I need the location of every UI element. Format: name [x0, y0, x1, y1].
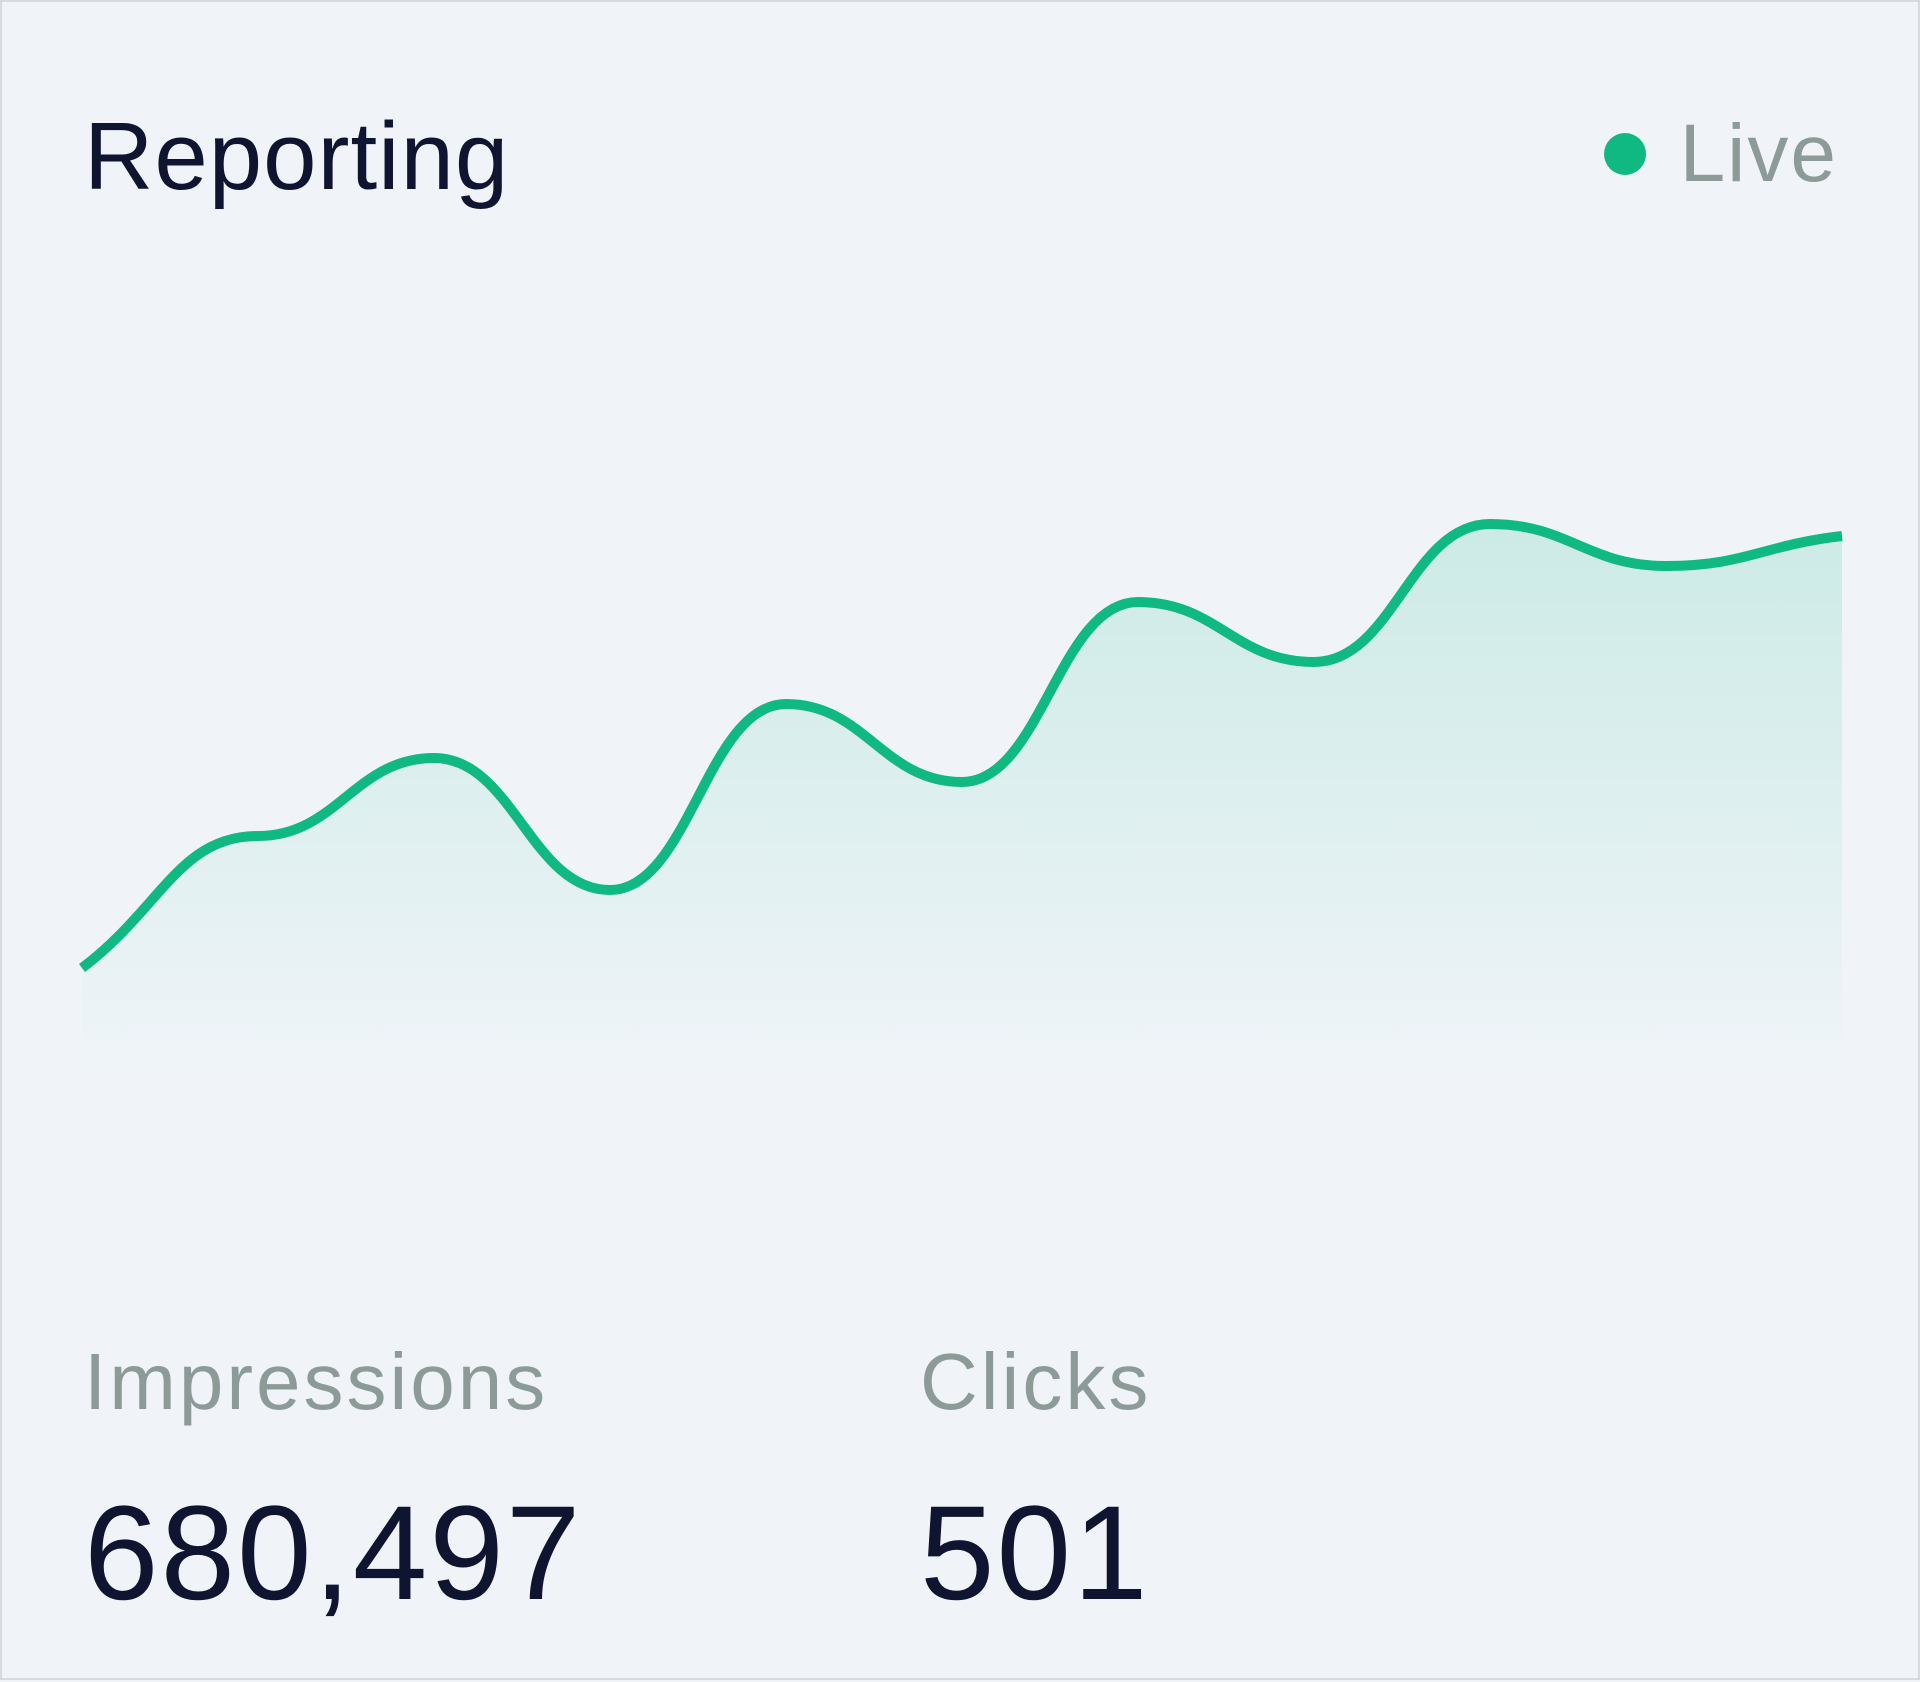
chart-point-8 — [1484, 518, 1496, 530]
chart-point-4 — [780, 698, 792, 710]
card-title: Reporting — [84, 103, 510, 210]
metric-impressions: Impressions 680,497 — [84, 1337, 582, 1629]
chart-point-9 — [1660, 560, 1672, 572]
metric-clicks: Clicks 501 — [920, 1337, 1151, 1629]
live-status: Live — [1603, 108, 1838, 199]
chart-point-2 — [428, 752, 440, 764]
chart-point-0 — [76, 962, 88, 974]
metric-value: 501 — [920, 1479, 1150, 1628]
live-status-dot-icon — [1603, 133, 1646, 175]
chart-point-7 — [1308, 656, 1320, 668]
chart-series-line — [78, 519, 1843, 972]
chart-point-1 — [252, 830, 264, 842]
chart-point-3 — [604, 884, 616, 896]
live-status-label: Live — [1679, 108, 1838, 199]
chart-point-6 — [1132, 596, 1144, 608]
chart-point-10 — [1836, 530, 1848, 542]
chart-area-fill — [82, 524, 1842, 1082]
metric-value: 680,497 — [84, 1479, 583, 1628]
metric-label: Clicks — [920, 1337, 1152, 1426]
metric-label: Impressions — [84, 1337, 549, 1426]
chart-point-5 — [956, 776, 968, 788]
